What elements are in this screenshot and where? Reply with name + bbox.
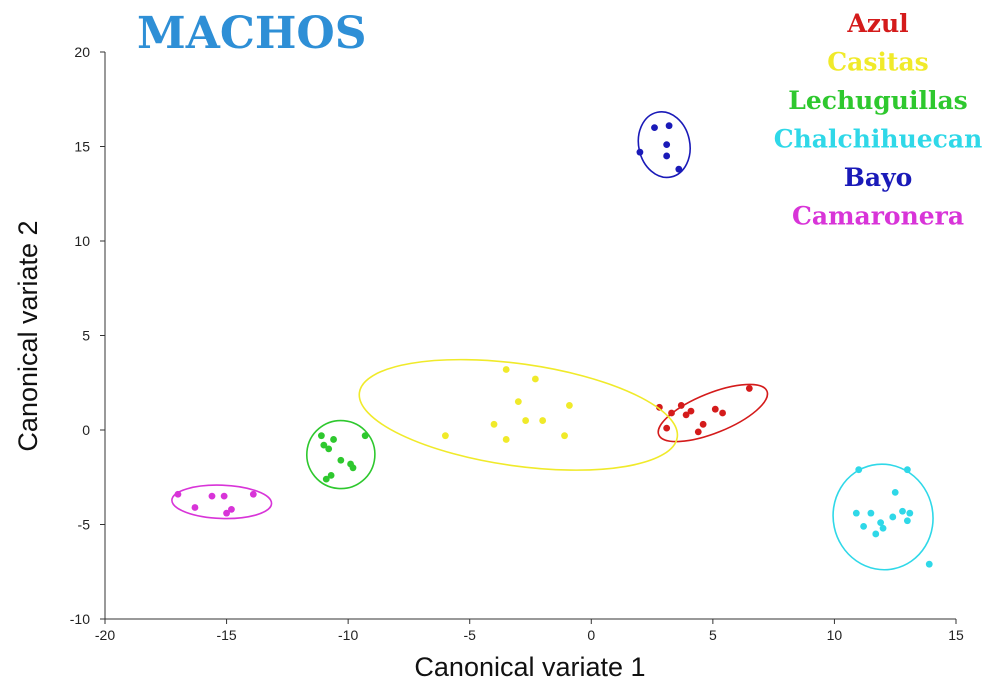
point-lechuguillas bbox=[325, 445, 333, 453]
point-chalchihuecan bbox=[899, 507, 906, 515]
point-bayo bbox=[675, 165, 683, 173]
y-tick-label: -10 bbox=[70, 611, 90, 627]
point-camaronera bbox=[228, 505, 235, 513]
point-chalchihuecan bbox=[879, 524, 887, 532]
legend-entry-chalchihuecan: Chalchihuecan bbox=[774, 125, 983, 154]
point-casitas bbox=[561, 432, 568, 440]
point-casitas bbox=[490, 420, 498, 428]
y-tick-label: 0 bbox=[82, 422, 90, 438]
point-casitas bbox=[566, 402, 573, 409]
point-camaronera bbox=[174, 490, 182, 498]
point-lechuguillas bbox=[327, 471, 335, 479]
point-chalchihuecan bbox=[903, 517, 911, 525]
point-lechuguillas bbox=[322, 475, 330, 483]
series-camaronera bbox=[171, 484, 273, 520]
legend-entry-camaronera: Camaronera bbox=[792, 202, 964, 231]
point-lechuguillas bbox=[349, 464, 357, 472]
point-chalchihuecan bbox=[891, 488, 899, 496]
point-casitas bbox=[522, 417, 530, 424]
point-casitas bbox=[502, 366, 510, 373]
point-chalchihuecan bbox=[906, 509, 914, 517]
point-chalchihuecan bbox=[877, 519, 885, 527]
y-tick-label: 20 bbox=[74, 44, 90, 60]
y-tick-label: 15 bbox=[74, 139, 90, 155]
y-tick-label: 10 bbox=[74, 233, 90, 249]
point-azul bbox=[682, 411, 690, 419]
point-camaronera bbox=[220, 492, 228, 500]
y-tick-label: 5 bbox=[82, 328, 90, 344]
point-casitas bbox=[442, 432, 449, 440]
point-bayo bbox=[665, 122, 673, 130]
point-bayo bbox=[663, 152, 671, 160]
series-casitas bbox=[358, 358, 679, 471]
point-azul bbox=[687, 407, 695, 415]
legend-entry-azul: Azul bbox=[846, 9, 908, 38]
ellipse-camaronera bbox=[171, 484, 273, 520]
point-azul bbox=[668, 409, 675, 417]
series-lechuguillas bbox=[306, 419, 376, 490]
ellipse-lechuguillas bbox=[306, 419, 376, 490]
ellipse-chalchihuecan bbox=[832, 463, 934, 571]
point-lechuguillas bbox=[361, 432, 369, 440]
point-azul bbox=[719, 409, 726, 417]
x-tick-label: -5 bbox=[463, 627, 476, 643]
x-tick-label: 10 bbox=[827, 627, 843, 643]
point-casitas bbox=[502, 436, 510, 443]
x-tick-label: -10 bbox=[338, 627, 358, 643]
point-chalchihuecan bbox=[889, 513, 897, 521]
x-axis-ticks: -20 -15 -10 -5 0 5 10 15 bbox=[95, 619, 964, 643]
point-azul bbox=[655, 403, 663, 411]
point-chalchihuecan bbox=[903, 466, 911, 474]
point-camaronera bbox=[208, 492, 216, 500]
point-azul bbox=[699, 420, 707, 428]
legend-entry-bayo: Bayo bbox=[844, 163, 913, 192]
point-azul bbox=[745, 385, 753, 392]
legend-entry-casitas: Casitas bbox=[827, 48, 929, 77]
x-tick-label: 5 bbox=[709, 627, 717, 643]
point-camaronera bbox=[223, 509, 230, 517]
chart-title: MACHOS bbox=[137, 8, 367, 59]
point-chalchihuecan bbox=[872, 530, 880, 538]
point-casitas bbox=[514, 398, 522, 406]
point-casitas bbox=[539, 417, 547, 424]
y-axis-ticks: -10 -5 0 5 10 15 20 bbox=[70, 44, 105, 627]
x-tick-label: -15 bbox=[216, 627, 236, 643]
legend-entry-lechuguillas: Lechuguillas bbox=[788, 86, 967, 115]
x-tick-label: 0 bbox=[587, 627, 595, 643]
x-tick-label: -20 bbox=[95, 627, 115, 643]
ellipse-azul bbox=[657, 383, 769, 443]
point-camaronera bbox=[191, 504, 199, 511]
point-chalchihuecan bbox=[855, 466, 863, 474]
x-axis-label: Canonical variate 1 bbox=[414, 652, 645, 682]
point-chalchihuecan bbox=[867, 509, 875, 517]
point-lechuguillas bbox=[337, 456, 345, 464]
point-azul bbox=[711, 405, 719, 413]
plot-area bbox=[171, 111, 934, 571]
series-azul bbox=[655, 383, 769, 443]
series-chalchihuecan bbox=[832, 463, 934, 571]
point-camaronera bbox=[249, 490, 257, 498]
point-chalchihuecan bbox=[925, 560, 933, 568]
point-azul bbox=[677, 402, 685, 409]
point-chalchihuecan bbox=[860, 522, 868, 530]
point-lechuguillas bbox=[330, 436, 337, 443]
point-lechuguillas bbox=[320, 441, 328, 449]
point-bayo bbox=[651, 124, 658, 131]
point-bayo bbox=[636, 148, 644, 156]
point-azul bbox=[663, 424, 671, 432]
point-chalchihuecan bbox=[852, 509, 860, 517]
point-lechuguillas bbox=[317, 432, 325, 440]
point-azul bbox=[694, 428, 702, 436]
legend: Azul Casitas Lechuguillas Chalchihuecan Bayo… bbox=[774, 9, 983, 231]
point-bayo bbox=[663, 141, 671, 149]
series-bayo bbox=[636, 111, 691, 179]
ellipse-casitas bbox=[358, 358, 679, 471]
y-tick-label: -5 bbox=[78, 517, 91, 533]
x-tick-label: 15 bbox=[948, 627, 964, 643]
point-casitas bbox=[531, 375, 539, 383]
y-axis-label: Canonical variate 2 bbox=[13, 220, 43, 451]
